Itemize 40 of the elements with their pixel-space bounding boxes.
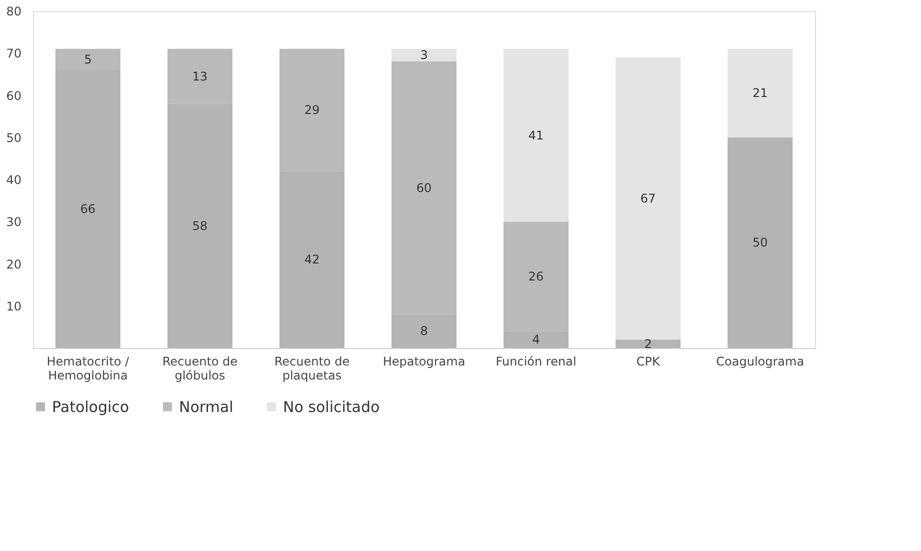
x-tick-label: Hepatograma: [382, 354, 466, 368]
x-tick-label: Recuento de glóbulos: [162, 354, 238, 382]
x-tick-label: Recuento de plaquetas: [274, 354, 350, 382]
y-tick-label: 50: [6, 130, 22, 145]
legend-label: Normal: [179, 398, 234, 416]
bar: [728, 48, 793, 138]
data-label: 21: [752, 86, 768, 100]
y-tick-label: 70: [6, 46, 22, 61]
data-label: 41: [528, 128, 544, 142]
legend-label: No solicitado: [283, 398, 380, 416]
y-tick-label: 10: [6, 299, 22, 314]
data-label: 42: [304, 252, 320, 267]
legend-label: Patologico: [52, 398, 130, 416]
x-tick-label: Hematocrito / Hemoglobina: [46, 354, 130, 382]
data-label: 67: [640, 191, 656, 206]
y-tick-label: 30: [6, 215, 22, 230]
data-label: 2: [644, 336, 652, 351]
x-tick-label: Función renal: [496, 354, 576, 368]
data-label: 50: [752, 236, 768, 250]
data-label: 29: [304, 102, 320, 117]
data-label: 5: [84, 52, 92, 66]
bar: [728, 137, 793, 348]
x-tick-label: CPK: [636, 354, 661, 368]
data-label: 58: [192, 218, 208, 233]
bar: [392, 48, 456, 62]
data-label: 26: [528, 269, 544, 284]
bar: [616, 57, 681, 340]
y-tick-label: 20: [6, 257, 22, 272]
data-label: 60: [416, 180, 432, 195]
bar: [616, 340, 681, 348]
data-label: 3: [420, 48, 428, 62]
data-label: 13: [192, 69, 208, 84]
data-label: 66: [80, 202, 96, 216]
y-tick-label: 40: [6, 173, 22, 187]
y-tick-label: 60: [6, 88, 22, 103]
data-label: 8: [420, 324, 428, 338]
x-tick-label: Coagulograma: [716, 354, 804, 368]
data-label: 4: [532, 332, 540, 347]
y-tick-label: 80: [6, 4, 22, 18]
bar: [504, 48, 569, 222]
